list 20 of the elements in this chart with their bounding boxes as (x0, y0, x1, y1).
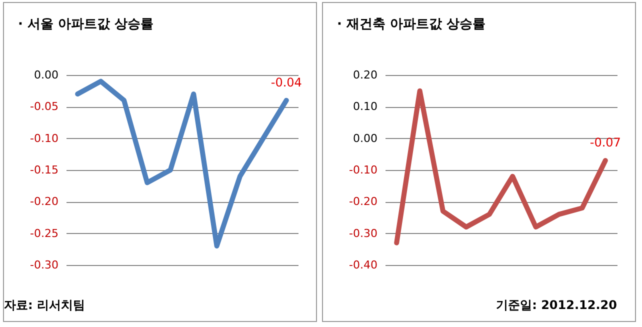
y-tick-label: -0.20 (30, 195, 58, 208)
y-tick-label: -0.10 (30, 132, 58, 145)
y-tick-label: -0.25 (30, 226, 58, 240)
y-tick-label: 0.00 (353, 132, 378, 145)
text: 자료: 리서치팀 (4, 298, 85, 312)
y-tick-label: -0.15 (30, 164, 58, 176)
y-tick-label: -0.30 (349, 226, 378, 240)
text: 기준일: 2012.12.20 (496, 298, 617, 312)
y-tick-label: 0.10 (353, 100, 378, 114)
chart-title: · 재건축 아파트값 상승률 (337, 17, 486, 32)
y-tick-label: 0.20 (353, 68, 378, 82)
data-label: -0.04 (270, 75, 302, 90)
y-tick-label: -0.30 (30, 258, 58, 272)
y-tick-label: -0.40 (349, 258, 378, 272)
y-tick-label: -0.10 (349, 164, 378, 176)
chart-title: · 서울 아파트값 상승률 (18, 17, 154, 32)
data-label: -0.07 (590, 136, 621, 150)
y-tick-label: 0.00 (34, 68, 58, 82)
y-tick-label: -0.20 (349, 195, 378, 208)
y-tick-label: -0.05 (30, 100, 58, 114)
